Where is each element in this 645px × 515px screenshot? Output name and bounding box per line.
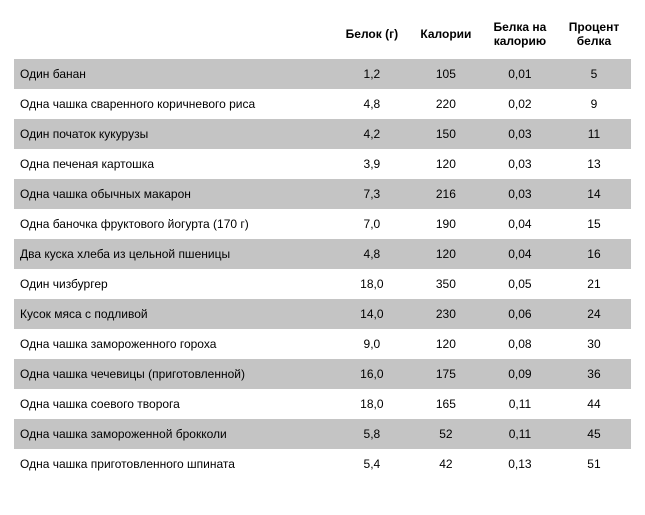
cell-food: Два куска хлеба из цельной пшеницы — [14, 239, 335, 269]
cell-value: 4,8 — [335, 239, 409, 269]
cell-value: 21 — [557, 269, 631, 299]
cell-value: 9,0 — [335, 329, 409, 359]
cell-value: 150 — [409, 119, 483, 149]
cell-value: 175 — [409, 359, 483, 389]
table-row: Одна чашка обычных макарон7,32160,0314 — [14, 179, 631, 209]
cell-value: 18,0 — [335, 389, 409, 419]
cell-value: 120 — [409, 329, 483, 359]
cell-value: 4,8 — [335, 89, 409, 119]
nutrition-table: Белок (г) Калории Белка на калорию Проце… — [14, 14, 631, 479]
cell-value: 14,0 — [335, 299, 409, 329]
cell-value: 105 — [409, 59, 483, 89]
cell-value: 30 — [557, 329, 631, 359]
table-row: Два куска хлеба из цельной пшеницы4,8120… — [14, 239, 631, 269]
cell-food: Одна чашка приготовленного шпината — [14, 449, 335, 479]
cell-value: 0,05 — [483, 269, 557, 299]
cell-value: 230 — [409, 299, 483, 329]
cell-value: 0,09 — [483, 359, 557, 389]
table-row: Кусок мяса с подливой14,02300,0624 — [14, 299, 631, 329]
cell-value: 16 — [557, 239, 631, 269]
cell-value: 0,01 — [483, 59, 557, 89]
cell-value: 0,11 — [483, 389, 557, 419]
cell-value: 18,0 — [335, 269, 409, 299]
cell-value: 0,03 — [483, 119, 557, 149]
cell-value: 7,0 — [335, 209, 409, 239]
table-header: Белок (г) Калории Белка на калорию Проце… — [14, 14, 631, 59]
cell-food: Кусок мяса с подливой — [14, 299, 335, 329]
col-protein-pct: Процент белка — [557, 14, 631, 59]
cell-value: 0,03 — [483, 149, 557, 179]
col-food — [14, 14, 335, 59]
table-row: Один початок кукурузы4,21500,0311 — [14, 119, 631, 149]
cell-value: 120 — [409, 239, 483, 269]
table-row: Одна чашка соевого творога18,01650,1144 — [14, 389, 631, 419]
cell-food: Одна чашка сваренного коричневого риса — [14, 89, 335, 119]
table-row: Одна чашка сваренного коричневого риса4,… — [14, 89, 631, 119]
col-protein-per-cal: Белка на калорию — [483, 14, 557, 59]
cell-food: Одна печеная картошка — [14, 149, 335, 179]
cell-value: 44 — [557, 389, 631, 419]
cell-value: 1,2 — [335, 59, 409, 89]
cell-value: 120 — [409, 149, 483, 179]
cell-food: Один початок кукурузы — [14, 119, 335, 149]
cell-food: Одна чашка чечевицы (приготовленной) — [14, 359, 335, 389]
cell-food: Один чизбургер — [14, 269, 335, 299]
cell-value: 24 — [557, 299, 631, 329]
cell-value: 36 — [557, 359, 631, 389]
cell-value: 0,04 — [483, 209, 557, 239]
cell-value: 0,08 — [483, 329, 557, 359]
cell-food: Одна чашка замороженной брокколи — [14, 419, 335, 449]
table-row: Одна чашка замороженного гороха9,01200,0… — [14, 329, 631, 359]
cell-value: 51 — [557, 449, 631, 479]
cell-value: 0,03 — [483, 179, 557, 209]
cell-value: 45 — [557, 419, 631, 449]
cell-value: 0,11 — [483, 419, 557, 449]
cell-value: 190 — [409, 209, 483, 239]
table-row: Одна чашка чечевицы (приготовленной)16,0… — [14, 359, 631, 389]
cell-value: 13 — [557, 149, 631, 179]
cell-value: 7,3 — [335, 179, 409, 209]
cell-food: Одна чашка соевого творога — [14, 389, 335, 419]
cell-value: 216 — [409, 179, 483, 209]
nutrition-table-container: Белок (г) Калории Белка на калорию Проце… — [0, 0, 645, 489]
table-row: Один чизбургер18,03500,0521 — [14, 269, 631, 299]
cell-value: 0,13 — [483, 449, 557, 479]
cell-value: 5,4 — [335, 449, 409, 479]
cell-value: 42 — [409, 449, 483, 479]
cell-value: 0,02 — [483, 89, 557, 119]
cell-value: 5 — [557, 59, 631, 89]
cell-value: 0,06 — [483, 299, 557, 329]
cell-value: 5,8 — [335, 419, 409, 449]
table-row: Одна печеная картошка3,91200,0313 — [14, 149, 631, 179]
table-row: Один банан1,21050,015 — [14, 59, 631, 89]
cell-value: 16,0 — [335, 359, 409, 389]
cell-value: 52 — [409, 419, 483, 449]
cell-food: Одна чашка обычных макарон — [14, 179, 335, 209]
cell-value: 14 — [557, 179, 631, 209]
cell-value: 0,04 — [483, 239, 557, 269]
table-row: Одна чашка приготовленного шпината5,4420… — [14, 449, 631, 479]
cell-value: 4,2 — [335, 119, 409, 149]
cell-value: 220 — [409, 89, 483, 119]
col-calories: Калории — [409, 14, 483, 59]
cell-value: 3,9 — [335, 149, 409, 179]
cell-food: Одна баночка фруктового йогурта (170 г) — [14, 209, 335, 239]
table-body: Один банан1,21050,015Одна чашка сваренно… — [14, 59, 631, 479]
cell-value: 9 — [557, 89, 631, 119]
table-row: Одна чашка замороженной брокколи5,8520,1… — [14, 419, 631, 449]
cell-value: 165 — [409, 389, 483, 419]
cell-food: Один банан — [14, 59, 335, 89]
col-protein-g: Белок (г) — [335, 14, 409, 59]
cell-value: 350 — [409, 269, 483, 299]
table-row: Одна баночка фруктового йогурта (170 г)7… — [14, 209, 631, 239]
cell-value: 15 — [557, 209, 631, 239]
cell-food: Одна чашка замороженного гороха — [14, 329, 335, 359]
cell-value: 11 — [557, 119, 631, 149]
